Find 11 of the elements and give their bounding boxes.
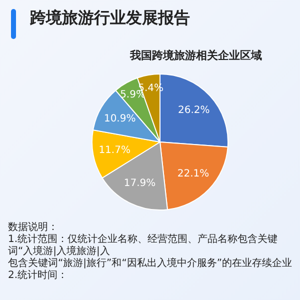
text: 数据说明：: [8, 222, 59, 234]
data-label: 22.1%: [177, 168, 210, 180]
data-label: 11.7%: [98, 145, 130, 156]
chart-subtitle: 我国跨境旅游相关企业区域: [130, 48, 263, 63]
data-label: 26.2%: [178, 105, 210, 116]
text: 2.统计时间：: [8, 270, 69, 282]
text: 包含关键词“旅游|旅行”和“因私出入境中介服务”的在业存续企业: [8, 258, 294, 270]
chart-title: 跨境旅游行业发展报告: [30, 8, 190, 29]
text: 1.统计范围：仅统计企业名称、经营范围、产品名称包含关键词“入境游|入境旅游|入: [8, 234, 279, 258]
data-label: 17.9%: [124, 178, 156, 190]
data-label: 10.9%: [104, 114, 136, 125]
